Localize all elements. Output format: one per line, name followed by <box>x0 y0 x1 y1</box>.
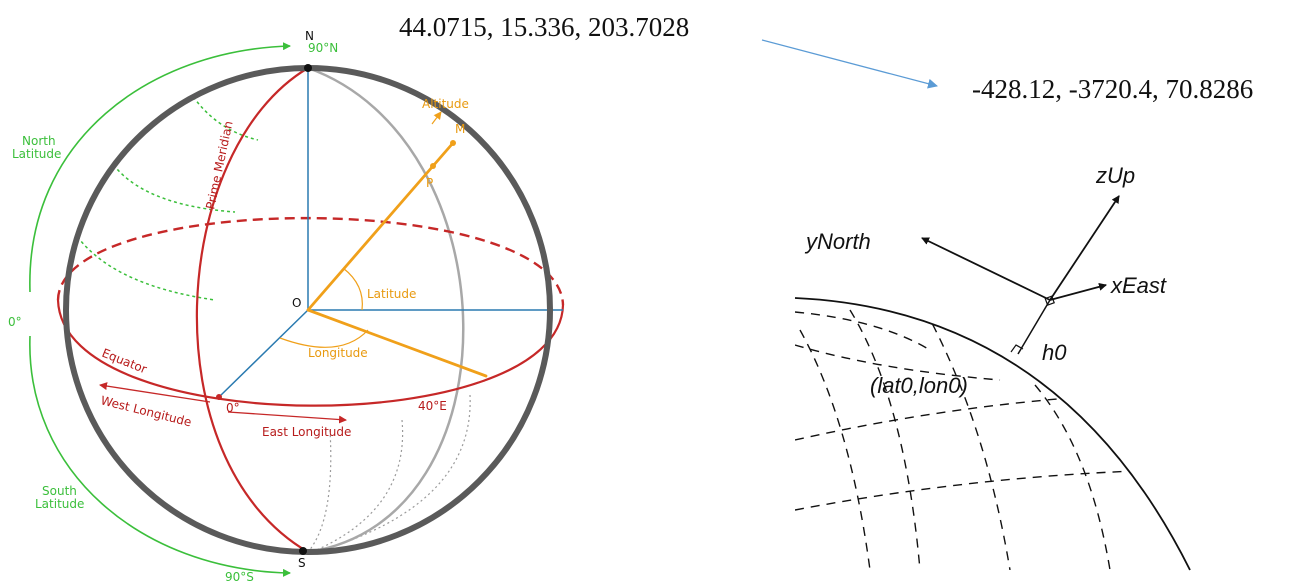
graticule-lat-1 <box>795 311 931 351</box>
enu-diagram: zUp yNorth xEast h0 (lat0,lon0) <box>794 163 1191 571</box>
graticule-lat-2 <box>795 344 1001 381</box>
longitude-angle-arc <box>279 329 369 348</box>
north-latitude-label-2: Latitude <box>12 147 61 161</box>
equator-front <box>56 299 565 407</box>
h0-line <box>1017 299 1051 355</box>
east-longitude-arrow <box>227 411 347 424</box>
east-longitude-label: East Longitude <box>262 425 351 439</box>
west-longitude-label: West Longitude <box>99 393 193 429</box>
north-pole-label: N <box>305 29 314 43</box>
prime-meridian <box>195 67 309 553</box>
forty-e-label: 40°E <box>418 399 447 413</box>
y-north-axis <box>921 237 1051 301</box>
lat-lon-label: (lat0,lon0) <box>870 373 968 398</box>
x-east-label: xEast <box>1110 273 1167 298</box>
h0-label: h0 <box>1042 340 1067 365</box>
graticule-lon-1 <box>799 329 871 570</box>
axis-prime <box>218 309 309 398</box>
z-up-axis <box>1049 195 1120 301</box>
north-90-label: 90°N <box>308 41 338 55</box>
point-m-label: M <box>455 122 465 136</box>
source-coordinates: 44.0715, 15.336, 203.7028 <box>399 12 690 42</box>
south-latitude-label-1: South <box>42 484 77 498</box>
north-latitude-arrow <box>29 42 291 293</box>
origin-label: O <box>292 296 301 310</box>
z-up-label: zUp <box>1095 163 1135 188</box>
south-90-label: 90°S <box>225 570 254 584</box>
meridian-dotted-1 <box>307 429 332 553</box>
graticule-lon-4 <box>1034 384 1111 570</box>
meridian-dotted-2 <box>311 419 404 553</box>
latitude-label: Latitude <box>367 287 416 301</box>
graticule-lon-3 <box>924 309 1011 570</box>
zero-degree-left-label: 0° <box>8 315 22 329</box>
south-latitude-arrow <box>29 335 291 577</box>
graticule-lon-2 <box>849 309 921 570</box>
transform-arrow <box>761 39 938 89</box>
south-latitude-label-2: Latitude <box>35 497 84 511</box>
west-longitude-arrow <box>99 382 211 403</box>
longitude-label: Longitude <box>308 346 368 360</box>
point-p-dot <box>430 163 436 169</box>
point-m-dot <box>450 140 456 146</box>
y-north-label: yNorth <box>804 229 871 254</box>
north-latitude-label-1: North <box>22 134 56 148</box>
target-coordinates: -428.12, -3720.4, 70.8286 <box>972 74 1254 104</box>
point-p-label: P <box>426 176 433 190</box>
altitude-arrow <box>431 111 442 125</box>
vector-op <box>306 164 435 312</box>
x-east-axis <box>1049 282 1107 301</box>
sphere-diagram: N 90°N S 90°S North Latitude South Latit… <box>8 29 565 584</box>
graticule-lat-4 <box>795 469 1166 511</box>
latitude-angle-arc <box>342 267 363 311</box>
south-pole-dot <box>299 547 307 555</box>
meridian-dotted-3 <box>315 394 471 553</box>
meridian-40e <box>307 66 465 554</box>
latitude-arc-1 <box>189 91 259 141</box>
north-pole-dot <box>304 64 312 72</box>
surface-right-angle <box>1010 344 1024 353</box>
equator-label: Equator <box>100 346 149 377</box>
equator-prime-dot <box>216 394 222 400</box>
latitude-arc-2 <box>109 159 236 213</box>
south-pole-label: S <box>298 556 306 570</box>
altitude-label: Altitude <box>422 97 469 111</box>
earth-surface <box>794 297 1191 571</box>
latitude-arc-3 <box>73 231 216 301</box>
graticule-lat-3 <box>795 394 1111 441</box>
prime-meridian-label: Prime Meridian <box>203 120 235 211</box>
longitude-line <box>306 308 488 378</box>
vector-pm <box>431 141 455 168</box>
equator-back <box>56 216 565 306</box>
zero-degree-equator-label: 0° <box>226 401 240 415</box>
